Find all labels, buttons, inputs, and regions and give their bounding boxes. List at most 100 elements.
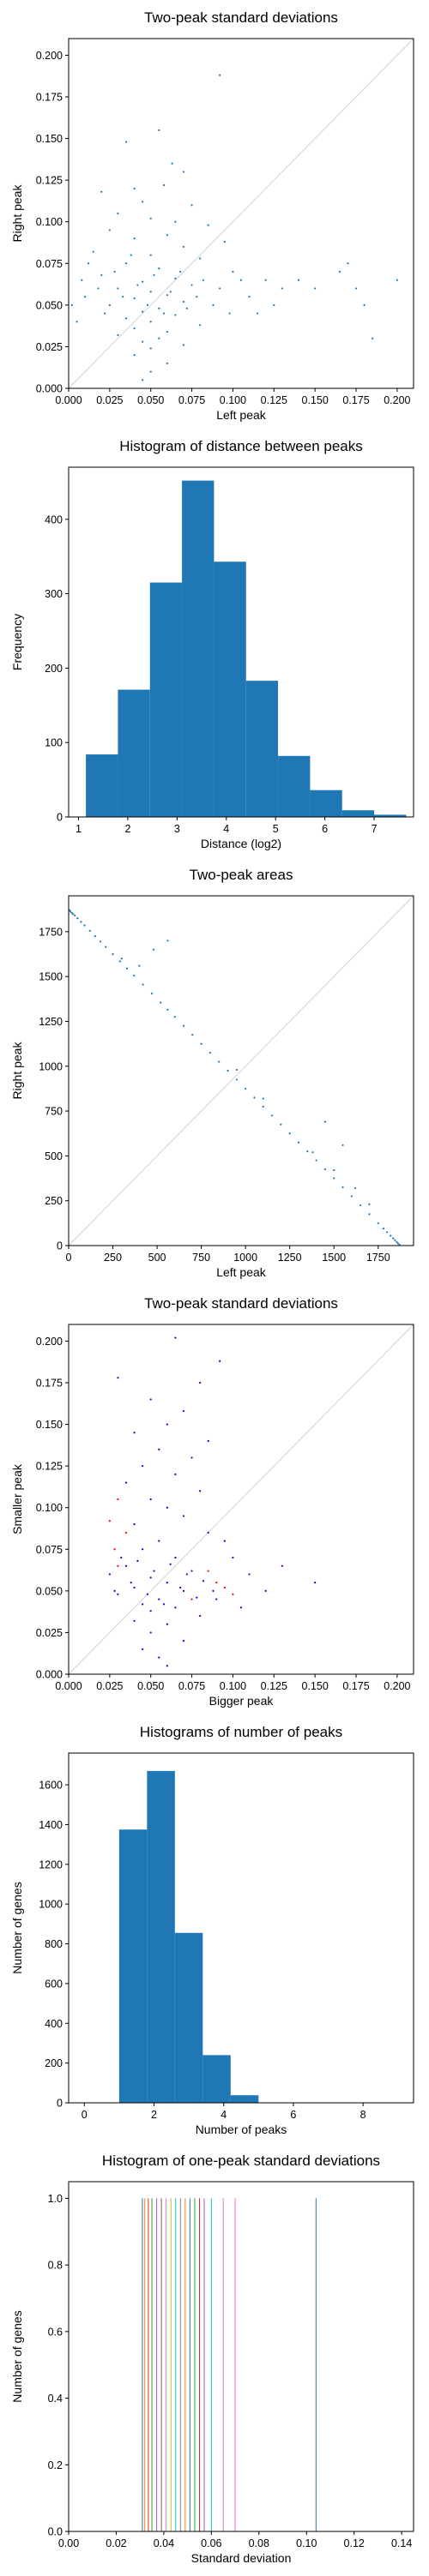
scatter-point <box>74 915 76 916</box>
scatter-point-highlight <box>190 1598 192 1600</box>
scatter-point <box>142 311 143 313</box>
scatter-point <box>174 278 176 279</box>
scatter-point-highlight <box>232 1594 233 1595</box>
scatter-point <box>166 1009 168 1011</box>
scatter-point-highlight <box>125 1532 127 1534</box>
x-tick-label: 750 <box>192 1252 210 1264</box>
scatter-point <box>130 254 132 255</box>
scatter-point <box>219 287 221 289</box>
y-tick-label: 1750 <box>39 926 63 938</box>
scatter-point-highlight <box>109 1520 111 1522</box>
scatter-point <box>88 262 89 264</box>
scatter-point <box>72 913 74 915</box>
diagonal-reference-line <box>69 39 414 388</box>
x-axis-label: Bigger peak <box>209 1694 275 1708</box>
chart-title: Two-peak standard deviations <box>144 1295 338 1312</box>
scatter-point <box>100 191 102 193</box>
x-tick-label: 0.00 <box>58 2537 79 2549</box>
scatter-point <box>257 312 258 314</box>
scatter-point <box>150 1398 152 1400</box>
scatter-point <box>190 1570 192 1571</box>
histogram-bar <box>182 481 214 817</box>
scatter-point <box>158 1540 160 1541</box>
scatter-point <box>191 1034 193 1036</box>
scatter-point <box>160 1001 161 1003</box>
scatter-point <box>383 1228 384 1229</box>
x-tick-label: 0.14 <box>391 2537 412 2549</box>
y-tick-label: 0.8 <box>48 2260 63 2272</box>
x-tick-label: 6 <box>290 2109 296 2121</box>
x-tick-label: 0.100 <box>220 1680 246 1692</box>
scatter-point-highlight <box>208 1570 209 1571</box>
chart-title: Histogram of distance between peaks <box>119 438 363 454</box>
scatter-point <box>104 312 106 314</box>
scatter-point <box>81 279 82 281</box>
y-tick-label: 0.000 <box>36 383 63 395</box>
x-tick-label: 1000 <box>233 1252 257 1264</box>
scatter-point <box>183 1515 184 1516</box>
scatter-point <box>150 291 152 292</box>
x-axis-label: Distance (log2) <box>201 837 281 850</box>
scatter-point <box>147 304 148 306</box>
scatter-point <box>150 347 152 349</box>
y-tick-label: 0.125 <box>36 175 63 187</box>
scatter-point <box>248 296 250 297</box>
x-tick-label: 1750 <box>366 1252 390 1264</box>
scatter-point <box>142 281 143 283</box>
scatter-point <box>163 1603 165 1605</box>
scatter-point <box>368 1213 370 1215</box>
y-axis-label: Number of genes <box>10 2310 24 2402</box>
scatter-point <box>324 1168 326 1170</box>
scatter-point <box>133 1587 135 1588</box>
scatter-point <box>130 1582 132 1583</box>
scatter-point <box>174 1474 176 1475</box>
scatter-point <box>142 201 143 202</box>
y-tick-label: 0.125 <box>36 1461 63 1473</box>
scatter-point <box>150 254 152 255</box>
scatter-point <box>153 274 154 276</box>
scatter-point <box>227 1070 228 1072</box>
scatter-point <box>166 234 168 236</box>
scatter-point <box>174 1336 176 1338</box>
scatter-point <box>224 241 226 243</box>
scatter-point <box>100 940 101 942</box>
scatter-point <box>351 1195 353 1197</box>
scatter-point <box>93 251 94 253</box>
y-tick-label: 800 <box>45 1938 63 1950</box>
x-tick-label: 0.200 <box>384 1680 410 1692</box>
plot-area <box>119 1771 287 2103</box>
y-tick-label: 0.025 <box>36 1627 63 1639</box>
histogram-bar <box>175 1933 202 2103</box>
scatter-point-highlight <box>224 1587 226 1588</box>
scatter-point <box>166 1582 168 1583</box>
scatter-point <box>150 1610 152 1612</box>
x-tick-label: 8 <box>360 2109 366 2121</box>
scatter-point <box>117 1377 118 1378</box>
y-tick-label: 0.100 <box>36 1502 63 1514</box>
x-tick-label: 0.125 <box>261 394 287 406</box>
scatter-point <box>386 1231 388 1233</box>
histogram-bar <box>119 1829 147 2103</box>
y-tick-label: 0.200 <box>36 50 63 62</box>
scatter-point <box>166 294 168 296</box>
axes-frame <box>69 2182 414 2531</box>
scatter-point <box>133 188 135 189</box>
scatter-point <box>150 1576 152 1578</box>
scatter-point <box>368 1204 370 1205</box>
histogram-bar <box>342 810 374 817</box>
scatter-point <box>363 304 365 306</box>
scatter-point <box>117 1594 118 1595</box>
x-tick-label: 0.000 <box>55 394 82 406</box>
x-tick-label: 6 <box>322 823 328 835</box>
y-tick-label: 0.175 <box>36 92 63 104</box>
scatter-point <box>298 1142 299 1144</box>
scatter-point <box>142 1465 143 1467</box>
scatter-point <box>196 1597 197 1599</box>
y-tick-label: 0.100 <box>36 216 63 228</box>
scatter-point <box>158 129 160 131</box>
scatter-point <box>199 1615 201 1617</box>
scatter-point <box>166 1507 168 1509</box>
